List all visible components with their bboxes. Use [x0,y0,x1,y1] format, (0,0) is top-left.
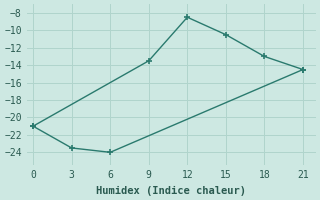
X-axis label: Humidex (Indice chaleur): Humidex (Indice chaleur) [96,186,246,196]
